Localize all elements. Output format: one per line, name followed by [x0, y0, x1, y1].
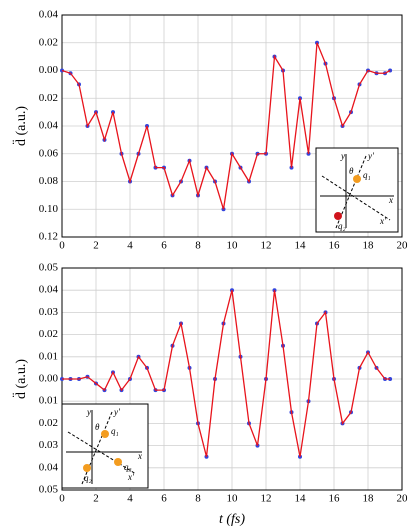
x-tick-label: 2 [93, 240, 99, 252]
x-tick-label: 20 [397, 493, 409, 505]
y-tick-label: 0.02 [39, 36, 58, 48]
series-line [62, 290, 391, 457]
x-tick-label: 20 [397, 240, 409, 252]
inset-label: y [340, 151, 345, 161]
inset-label: q₁ [111, 426, 119, 436]
inset-label: x' [379, 216, 387, 226]
y-tick-label: 0.04 [39, 284, 59, 296]
x-tick-label: 12 [261, 240, 272, 252]
charge [101, 430, 109, 438]
y-tick-label: 0.04 [39, 461, 59, 473]
y-tick-label: 0.05 [39, 484, 59, 496]
y-tick-label: 0.02 [39, 417, 58, 429]
y-tick-label: 0.12 [39, 231, 58, 243]
x-tick-label: 10 [227, 493, 239, 505]
charge [114, 458, 122, 466]
y-tick-label: 0.10 [39, 203, 59, 215]
x-tick-label: 18 [363, 240, 375, 252]
inset-bottom: y y' θ q₁ q₂ q₃ x x' [61, 403, 149, 489]
inset-label: y [86, 407, 91, 417]
inset-label: x [137, 451, 142, 461]
inset-label: y' [367, 151, 375, 161]
series-line [61, 42, 391, 210]
inset-top: y y' θ q₁ q₂ x x' [315, 147, 399, 233]
x-tick-label: 12 [261, 493, 272, 505]
x-tick-label: 4 [127, 240, 133, 252]
inset-axis [67, 431, 137, 475]
y-tick-label: 0.04 [39, 120, 59, 132]
x-tick-label: 16 [329, 240, 341, 252]
charge [83, 464, 91, 472]
x-tick-label: 14 [295, 493, 307, 505]
x-tick-label: 8 [195, 240, 201, 252]
y-tick-label: 0.02 [39, 92, 58, 104]
inset-label: q₂ [338, 221, 346, 231]
inset-label: q₂ [84, 473, 92, 483]
inset-label: q₁ [363, 170, 371, 180]
y-axis-label: d̈ (a.u.) [12, 106, 29, 146]
inset-box [61, 403, 149, 489]
y-tick-label: 0.01 [39, 395, 58, 407]
y-tick-label: 0.08 [39, 175, 59, 187]
inset-label: θ [349, 166, 354, 176]
x-tick-label: 14 [295, 240, 307, 252]
charge [353, 175, 361, 183]
y-tick-label: 0.01 [39, 350, 58, 362]
inset-label: x' [127, 472, 135, 482]
x-axis-label: t (fs) [219, 512, 245, 527]
inset-box [315, 147, 399, 233]
inset-label: x [388, 195, 393, 205]
inset-label: y' [113, 407, 121, 417]
y-tick-label: 0.02 [39, 328, 58, 340]
inset-axis [321, 175, 391, 221]
y-tick-label: 0.00 [39, 64, 59, 76]
inset-label: θ [95, 422, 100, 432]
x-tick-label: 6 [161, 493, 167, 505]
y-axis-label: d̈ (a.u.) [12, 359, 29, 399]
y-tick-label: 0.00 [39, 373, 59, 385]
x-tick-label: 16 [329, 493, 341, 505]
x-tick-label: 2 [93, 493, 99, 505]
x-tick-label: 8 [195, 493, 201, 505]
inset-label: q₃ [124, 462, 132, 472]
x-tick-label: 18 [363, 493, 375, 505]
plot-frame [61, 14, 403, 238]
x-tick-label: 0 [59, 493, 65, 505]
x-tick-label: 6 [161, 240, 167, 252]
y-tick-label: 0.06 [39, 147, 59, 159]
charge [334, 212, 342, 220]
y-tick-label: 0.04 [39, 9, 59, 21]
x-tick-label: 4 [127, 493, 133, 505]
x-tick-label: 0 [59, 240, 65, 252]
y-tick-label: 0.03 [39, 306, 59, 318]
x-tick-label: 10 [227, 240, 239, 252]
y-tick-label: 0.03 [39, 439, 59, 451]
y-tick-label: 0.05 [39, 262, 59, 274]
